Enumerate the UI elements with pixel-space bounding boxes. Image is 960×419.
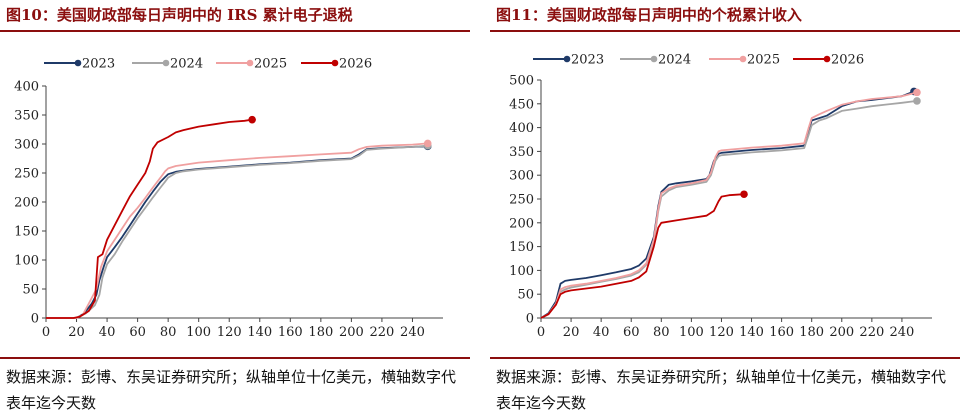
series-line-2023 [46,145,428,319]
x-tick-label: 80 [653,325,670,340]
x-tick-label: 140 [247,325,272,340]
x-tick-label: 220 [370,325,395,340]
legend-label-2025: 2025 [254,57,287,72]
y-tick-label: 450 [509,97,534,112]
figure-10-top-rule [0,30,470,32]
figure-11-panel: 图11：美国财政部每日声明中的个税累计收入 0 50 100 150 200 250 300… [490,0,960,419]
y-tick-label: 300 [14,138,39,153]
x-tick-label: 140 [739,325,764,340]
series-end-marker-2024 [913,97,921,105]
legend-label-2023: 2023 [82,57,115,72]
x-tick-label: 0 [537,325,545,340]
x-tick-label: 20 [563,325,580,340]
series-line-2025 [46,142,428,319]
x-tick-label: 120 [709,325,734,340]
figure-10-chart: 0 50 100 150 200 250 300 350 400 0 20 40 60 80 100 120 1… [14,57,443,340]
x-tick-label: 20 [68,325,85,340]
series-line-2025 [540,91,918,319]
legend-marker-2025 [246,59,254,67]
figure-10-source-note: 数据来源：彭博、东吴证券研究所；纵轴单位十亿美元，横轴数字代表年迄今天数 [6,368,457,412]
y-tick-label: 250 [14,167,39,182]
y-tick-label: 50 [517,288,534,303]
legend-label-2024: 2024 [170,57,203,72]
x-tick-label: 240 [400,325,425,340]
x-tick-label: 200 [829,325,854,340]
legend-marker-2026 [823,55,831,63]
figure-10-title: 图10：美国财政部每日声明中的 IRS 累计电子退税 [6,6,353,24]
y-tick-label: 300 [509,169,534,184]
legend-label-2026: 2026 [831,53,864,68]
x-tick-label: 60 [129,325,146,340]
x-tick-label: 100 [679,325,704,340]
x-tick-label: 120 [217,325,242,340]
series-end-marker-2025 [913,88,921,97]
y-tick-label: 250 [509,193,534,208]
figure-11-bottom-rule [490,357,960,359]
y-tick-label: 50 [22,283,39,298]
figure-11-chart: 0 50 100 150 200 250 300 350 400 450 500 0 20 40 60 80 1… [509,53,932,340]
figure-10-panel: 图10：美国财政部每日声明中的 IRS 累计电子退税 0 50 100 150 200 2… [0,0,470,419]
series-end-marker-2025 [423,139,432,148]
legend-marker-2026 [331,59,339,67]
legend-marker-2023 [563,55,571,63]
x-tick-label: 80 [160,325,177,340]
legend-label-2024: 2024 [658,53,691,68]
series-line-2023 [540,90,915,319]
x-tick-label: 160 [278,325,303,340]
x-tick-label: 0 [42,325,50,340]
legend-label-2025: 2025 [747,53,780,68]
legend-label-2026: 2026 [339,57,372,72]
figure-11-source-note: 数据来源：彭博、东吴证券研究所；纵轴单位十亿美元，横轴数字代表年迄今天数 [496,368,947,412]
y-tick-label: 350 [509,145,534,160]
legend-marker-2024 [650,55,658,63]
y-tick-label: 150 [14,225,39,240]
series-end-marker-2026 [248,115,256,124]
x-tick-label: 160 [769,325,794,340]
y-tick-label: 0 [526,312,534,327]
series-line-2024 [540,100,918,319]
x-tick-label: 240 [890,325,915,340]
series-line-2026 [540,193,745,319]
series-line-2024 [46,144,428,319]
y-tick-label: 200 [14,196,39,211]
legend-marker-2023 [74,59,82,67]
legend-marker-2025 [739,55,747,63]
x-tick-label: 180 [308,325,333,340]
series-line-2026 [46,118,253,319]
x-tick-label: 40 [593,325,610,340]
x-tick-label: 200 [339,325,364,340]
y-tick-label: 100 [509,264,534,279]
y-tick-label: 0 [31,312,39,327]
x-tick-label: 180 [799,325,824,340]
x-tick-label: 40 [99,325,116,340]
y-tick-label: 350 [14,109,39,124]
x-tick-label: 60 [623,325,640,340]
y-tick-label: 400 [14,80,39,95]
y-tick-label: 500 [509,74,534,89]
figure-11-title: 图11：美国财政部每日声明中的个税累计收入 [496,6,802,24]
y-tick-label: 400 [509,121,534,136]
x-tick-label: 100 [186,325,211,340]
y-tick-label: 100 [14,254,39,269]
figure-10-bottom-rule [0,357,470,359]
y-tick-label: 150 [509,240,534,255]
legend-marker-2024 [162,59,170,67]
legend-label-2023: 2023 [571,53,604,68]
y-tick-label: 200 [509,216,534,231]
figure-11-top-rule [490,30,960,32]
series-end-marker-2026 [740,190,748,199]
x-tick-label: 220 [859,325,884,340]
